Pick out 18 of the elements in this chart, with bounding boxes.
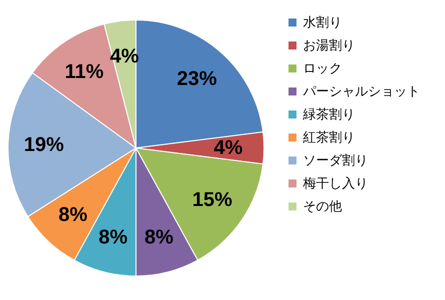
data-label: 11%	[64, 60, 104, 83]
legend-label: パーシャルショット	[302, 84, 420, 100]
legend-label: 梅干し入り	[302, 176, 368, 192]
legend-label: 水割り	[303, 16, 342, 30]
data-label: 8%	[58, 204, 88, 226]
data-label: 19%	[24, 134, 64, 156]
legend-label: お湯割り	[303, 38, 355, 54]
data-label: 4%	[110, 46, 140, 68]
data-label: 4%	[214, 137, 243, 159]
legend-label: 緑茶割り	[302, 108, 355, 122]
data-label: 23%	[176, 68, 218, 90]
legend-label: 紅茶割り	[303, 130, 355, 146]
legend-label: ソーダ割り	[303, 154, 368, 168]
data-label: 15%	[192, 188, 232, 211]
legend-label: その他	[303, 200, 342, 214]
legend-label: ロック	[303, 62, 342, 76]
data-label: 8%	[98, 226, 128, 248]
data-label: 8%	[144, 226, 174, 248]
